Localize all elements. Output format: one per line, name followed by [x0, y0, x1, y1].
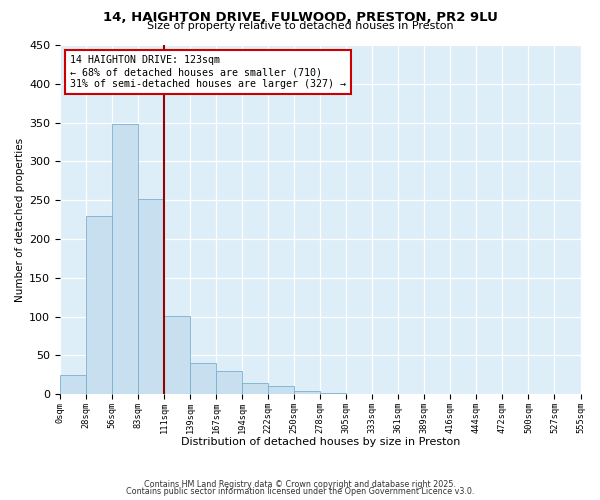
Text: Contains HM Land Registry data © Crown copyright and database right 2025.: Contains HM Land Registry data © Crown c… — [144, 480, 456, 489]
Bar — [60, 375, 86, 394]
Bar — [164, 316, 190, 394]
Text: 14 HAIGHTON DRIVE: 123sqm
← 68% of detached houses are smaller (710)
31% of semi: 14 HAIGHTON DRIVE: 123sqm ← 68% of detac… — [70, 56, 346, 88]
X-axis label: Distribution of detached houses by size in Preston: Distribution of detached houses by size … — [181, 438, 460, 448]
Bar — [268, 386, 294, 394]
Bar — [86, 216, 112, 394]
Bar — [112, 124, 138, 394]
Text: Contains public sector information licensed under the Open Government Licence v3: Contains public sector information licen… — [126, 487, 474, 496]
Bar — [294, 391, 320, 394]
Bar — [242, 382, 268, 394]
Bar — [138, 198, 164, 394]
Y-axis label: Number of detached properties: Number of detached properties — [15, 138, 25, 302]
Bar — [190, 363, 216, 394]
Text: Size of property relative to detached houses in Preston: Size of property relative to detached ho… — [146, 21, 454, 31]
Text: 14, HAIGHTON DRIVE, FULWOOD, PRESTON, PR2 9LU: 14, HAIGHTON DRIVE, FULWOOD, PRESTON, PR… — [103, 11, 497, 24]
Bar — [216, 371, 242, 394]
